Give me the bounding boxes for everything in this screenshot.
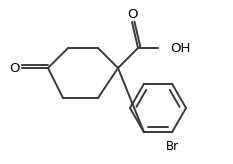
- Text: Br: Br: [165, 140, 178, 153]
- Text: OH: OH: [170, 41, 190, 54]
- Text: O: O: [9, 62, 19, 74]
- Text: O: O: [127, 9, 137, 21]
